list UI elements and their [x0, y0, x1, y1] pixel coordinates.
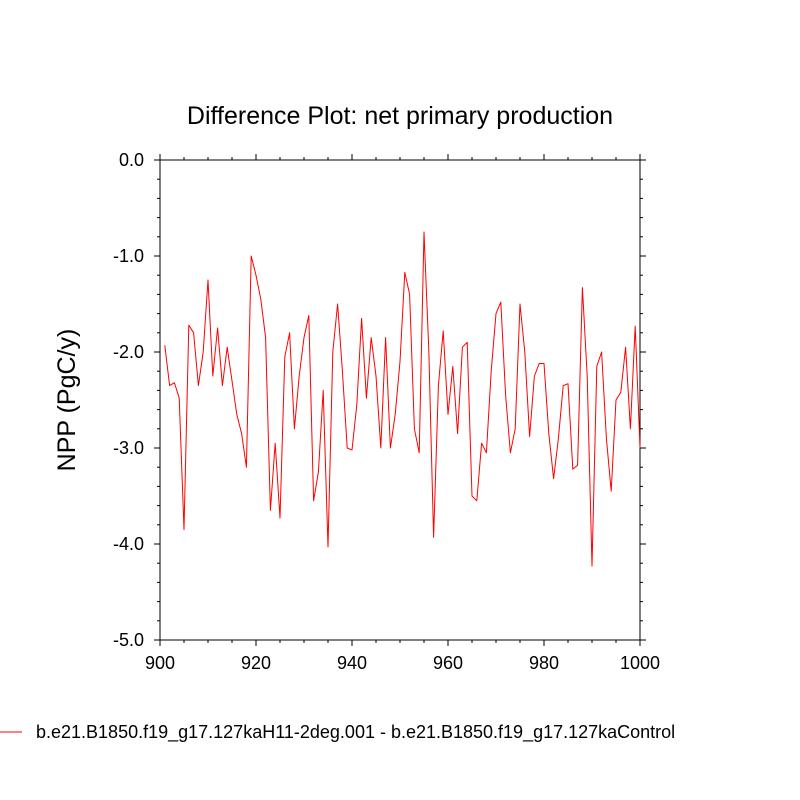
y-tick-label: -2.0 [113, 342, 144, 362]
x-tick-label: 900 [145, 653, 175, 673]
y-tick-label: 0.0 [119, 150, 144, 170]
data-series-line [164, 231, 641, 567]
y-tick-label: -5.0 [113, 630, 144, 650]
y-tick-label: -4.0 [113, 534, 144, 554]
x-tick-label: 980 [529, 653, 559, 673]
y-axis-label: NPP (PgC/y) [53, 329, 81, 472]
x-tick-label: 940 [337, 653, 367, 673]
x-tick-label: 920 [241, 653, 271, 673]
axis-tick-labels: 900 920 940 960 980 1000 0.0 -1.0 -2.0 -3.0 -4.0 -5… [113, 150, 660, 673]
data-series-group [164, 231, 641, 567]
plot-frame [159, 159, 641, 641]
legend-label: b.e21.B1850.f19_g17.127kaH11-2deg.001 - … [36, 722, 675, 743]
x-tick-label: 960 [433, 653, 463, 673]
legend: b.e21.B1850.f19_g17.127kaH11-2deg.001 - … [0, 722, 675, 743]
y-tick-label: -1.0 [113, 246, 144, 266]
x-tick-label: 1000 [620, 653, 660, 673]
chart-title: Difference Plot: net primary production [187, 102, 613, 130]
y-tick-label: -3.0 [113, 438, 144, 458]
axis-ticks [154, 154, 646, 646]
